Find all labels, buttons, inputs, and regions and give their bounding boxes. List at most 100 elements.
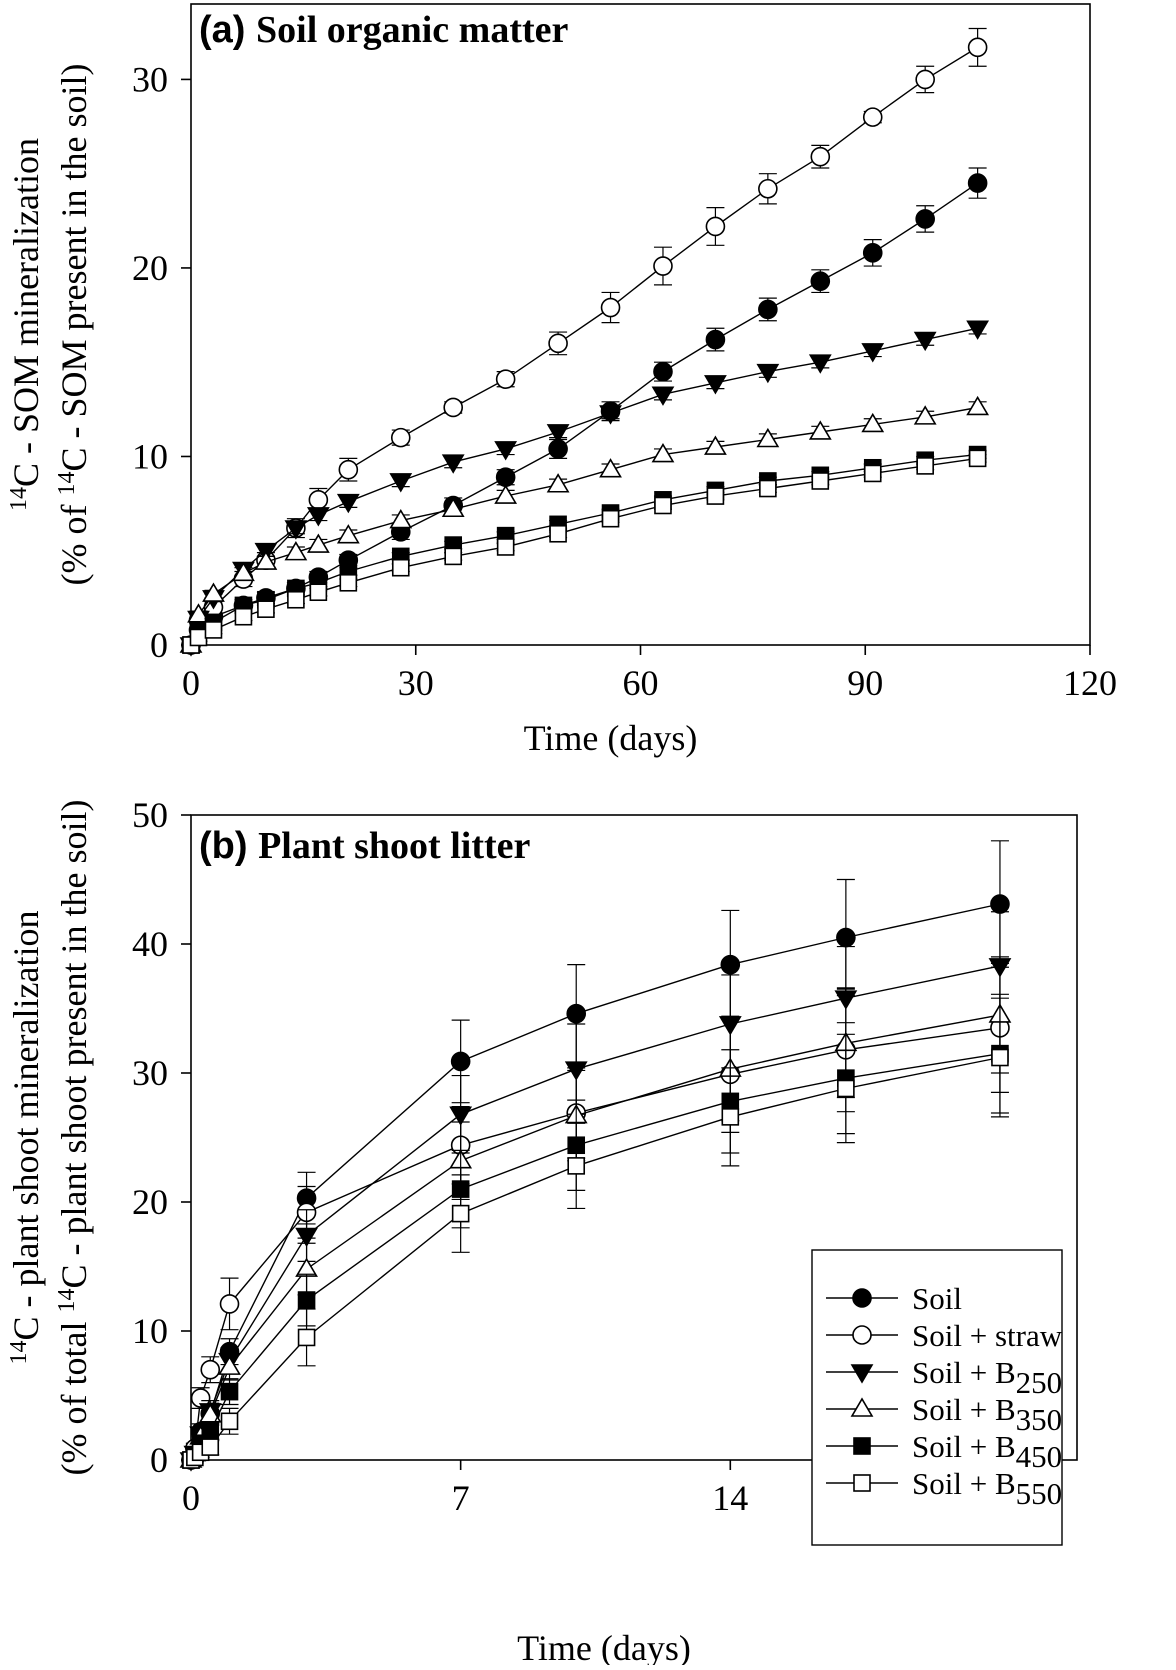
data-point-a-soil-b550 [601,509,620,528]
data-point-a-soil-b350 [254,550,278,570]
data-point-a-soil-b250 [913,331,937,352]
data-point-a-soil-b550 [549,524,567,543]
data-point-a-soil [758,299,778,320]
data-point-a-soil-b550 [309,583,328,602]
data-point-a-soil-straw [862,107,883,127]
data-point-b-soil-b550 [201,1438,220,1456]
data-point-a-soil-straw [548,333,568,354]
data-point-a-soil-b550 [968,449,987,468]
data-point-a-soil-b550 [811,472,830,490]
data-point-a-soil [967,173,988,193]
data-point-a-soil-b550 [759,479,777,498]
data-point-b-soil [720,954,741,975]
data-point-a-soil-b350 [651,443,675,463]
data-point-a-soil-b250 [599,405,622,425]
data-point-a-soil-straw [810,146,831,167]
legend-label-soil-b350: Soil + B350 [912,1392,1062,1437]
x-tick-label-b-14: 14 [712,1478,748,1518]
data-point-a-soil-b250 [966,320,990,340]
data-point-a-soil-b350 [546,473,570,493]
data-point-b-soil-straw [219,1294,240,1314]
data-point-a-soil-b550 [444,547,463,566]
data-point-a-soil-straw [443,397,464,418]
data-point-a-soil-b350 [494,484,518,504]
x-tick-label-a-60: 60 [623,663,659,703]
data-point-a-soil-b350 [913,405,937,425]
y-tick-label-b-40: 40 [132,924,168,964]
data-point-a-soil-straw [653,256,673,276]
data-point-b-soil-b550 [567,1157,586,1175]
x-tick-label-b-7: 7 [452,1478,470,1518]
legend-marker-soil-b450 [853,1437,871,1455]
legend-marker-soil-b250 [850,1364,874,1384]
y-axis-label-a-line2: (% of 14C - SOM present in the soil) [54,64,94,586]
data-point-a-soil [810,271,831,291]
data-point-a-soil-b250 [808,354,832,374]
y-tick-label-b-50: 50 [132,795,168,835]
data-point-a-soil-b550 [257,600,275,618]
x-axis-label-a: Time (days) [524,718,698,758]
data-point-a-soil-straw [915,69,935,90]
data-point-b-soil-b350 [218,1355,241,1375]
panel-b-plot-frame [190,814,1078,1461]
data-point-a-soil-b250 [494,441,518,461]
data-point-a-soil-b250 [704,375,727,395]
x-tick-label-a-30: 30 [398,663,434,703]
panel-b-title: (b) Plant shoot litter [199,825,531,867]
panel-a-title: (a) Soil organic matter [199,9,569,51]
y-axis-label-a-line1: 14C - SOM mineralization [6,138,46,511]
data-point-b-soil [990,894,1010,914]
data-point-a-soil-b350 [389,508,413,529]
data-point-a-soil-b350 [232,561,255,582]
y-tick-label-a-10: 10 [132,436,168,476]
data-point-b-soil-b550 [991,1048,1009,1067]
data-point-a-soil-b250 [284,520,308,540]
y-tick-label-b-30: 30 [132,1053,168,1093]
data-point-a-soil-b550 [706,487,725,505]
data-point-a-soil-b250 [861,343,885,363]
data-point-a-soil-b250 [441,454,465,474]
data-point-a-soil-b350 [861,412,885,433]
data-point-a-soil-b350 [808,420,832,440]
data-point-b-soil [450,1051,471,1072]
data-point-a-soil-straw [390,427,411,448]
data-point-a-soil-b350 [306,533,330,553]
data-point-b-soil-b450 [297,1291,316,1309]
y-tick-label-a-0: 0 [150,625,168,665]
data-point-b-soil-b550 [451,1204,470,1223]
data-point-b-soil [836,927,856,948]
data-point-a-soil-b250 [756,363,780,384]
y-tick-label-a-30: 30 [132,59,168,99]
data-point-a-soil-b350 [966,395,990,416]
data-point-a-soil-b550 [391,558,410,577]
series-b-soil-b550 [182,997,1009,1469]
data-point-a-soil-b250 [546,424,570,444]
data-point-a-soil-b350 [756,427,780,448]
data-point-a-soil-b250 [306,507,330,527]
legend-label-soil-b450: Soil + B450 [912,1429,1062,1474]
data-point-a-soil-b350 [441,497,465,518]
legend-label-soil-b550: Soil + B550 [912,1466,1062,1511]
legend-marker-soil-straw [852,1325,872,1345]
x-tick-label-a-120: 120 [1063,663,1117,703]
legend-label-soil: Soil [912,1281,962,1316]
data-point-a-soil-straw [967,37,988,58]
panel-b-plant-shoot-litter: 07142101020304050Time (days)14C - plant … [6,795,1078,1668]
series-a-soil-b550 [182,449,987,654]
data-point-a-soil-b550 [287,590,305,609]
series-line-a-soil-straw [190,46,978,646]
data-point-a-soil-b350 [202,582,225,602]
panel-a-soil-organic-matter: 0 30 60 90 120 0 10 20 30 Time (days) 14C - SOM mi… [6,3,1117,758]
data-point-a-soil-b350 [336,524,360,544]
series-a-soil-b350 [179,395,990,653]
data-point-b-soil-b250 [449,1106,473,1126]
x-tick-label-a-0: 0 [182,663,200,703]
data-point-a-soil-b550 [234,607,253,626]
y-axis-label-b-line2: (% of total 14C - plant shoot present in… [54,800,94,1476]
data-point-a-soil-b250 [389,473,413,493]
data-point-a-soil-b250 [651,386,675,406]
data-point-a-soil-straw [600,297,621,318]
